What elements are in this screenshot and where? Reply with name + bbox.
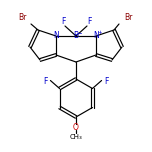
Text: N: N (93, 31, 99, 40)
Text: F: F (61, 17, 65, 26)
Text: F: F (104, 77, 109, 86)
Text: F: F (43, 77, 48, 86)
Text: Br: Br (124, 14, 132, 22)
Text: −: − (77, 31, 82, 37)
Text: CH₃: CH₃ (70, 134, 82, 140)
Text: B: B (73, 31, 79, 40)
Text: O: O (73, 123, 79, 131)
Text: N: N (53, 31, 59, 40)
Text: Br: Br (18, 14, 26, 22)
Text: +: + (98, 31, 102, 36)
Text: F: F (87, 17, 91, 26)
